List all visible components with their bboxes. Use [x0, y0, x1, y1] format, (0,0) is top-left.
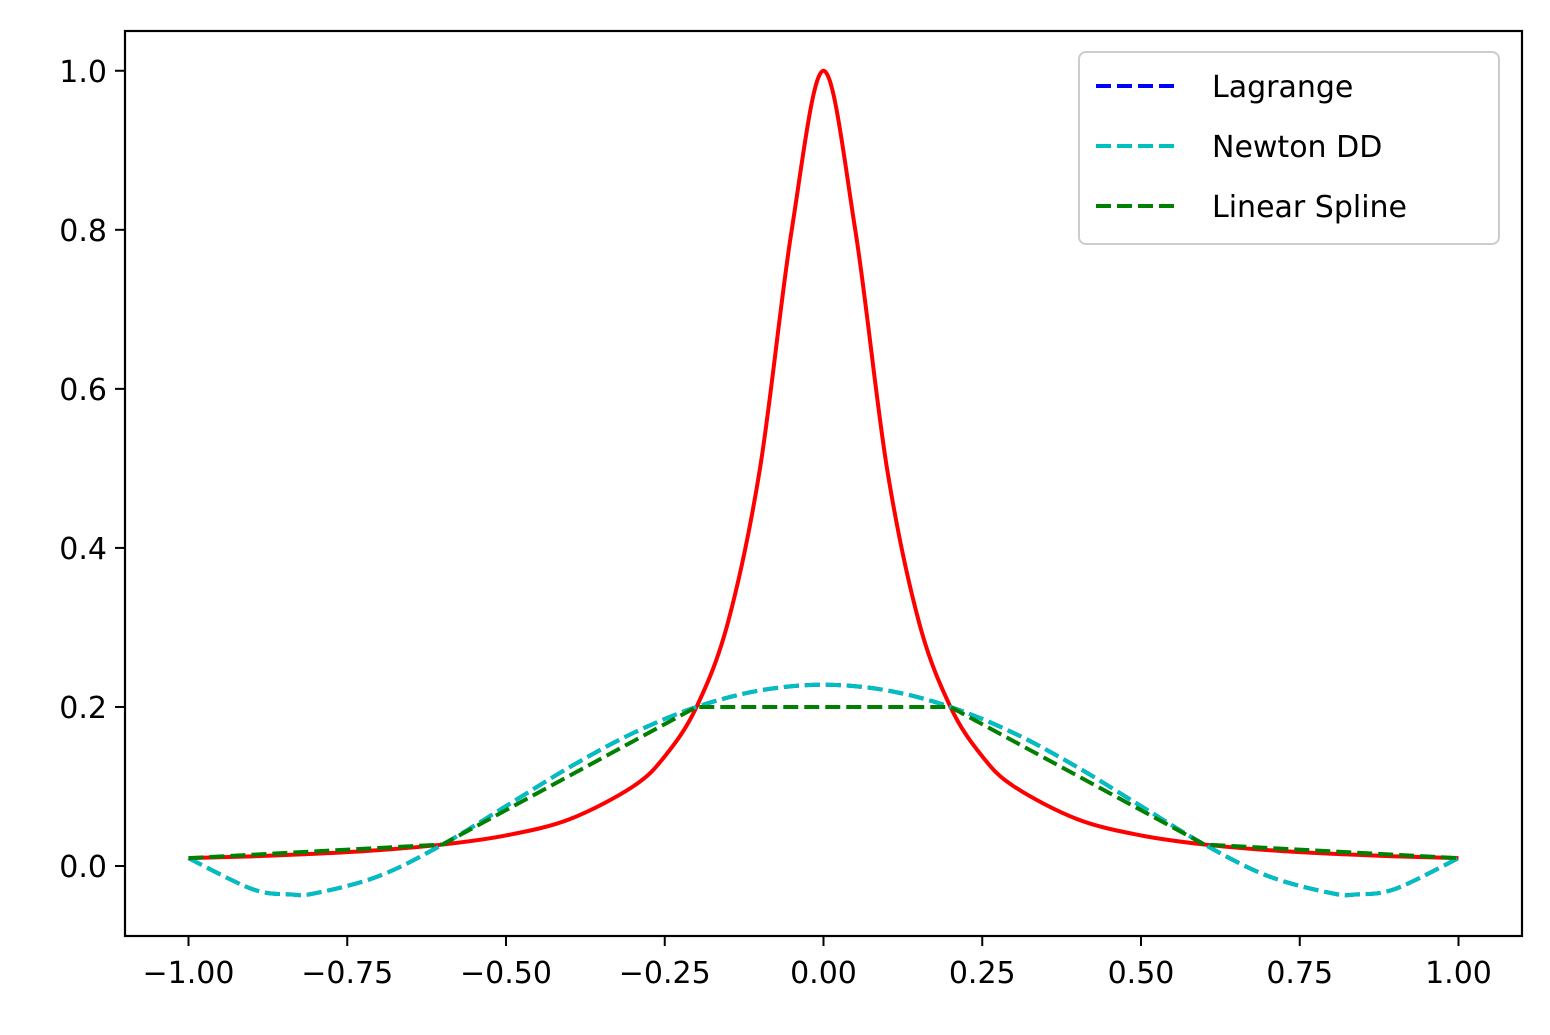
legend-item-linear-spline: Linear Spline: [1096, 190, 1407, 225]
legend-item-newton-dd: Newton DD: [1096, 130, 1382, 165]
x-tick-label: 1.00: [1425, 956, 1492, 991]
series-line-lagrange: [187, 682, 1460, 898]
legend-label: Newton DD: [1212, 130, 1382, 165]
x-tick-label: 0.50: [1108, 956, 1175, 991]
legend-box: [1078, 51, 1500, 245]
x-axis: −1.00 −0.75 −0.50 −0.25 0.00 0.25 0.50 0.75 1.00: [143, 936, 1492, 991]
x-tick-label: 0.25: [949, 956, 1016, 991]
legend-label: Linear Spline: [1212, 190, 1407, 225]
x-tick-label: −0.25: [619, 956, 711, 991]
y-axis: 0.0 0.2 0.4 0.6 0.8 1.0: [59, 55, 125, 885]
series-line-function: [188, 68, 1459, 861]
legend-item-lagrange: Lagrange: [1096, 70, 1353, 105]
series-line-linear-spline: [188, 704, 1459, 861]
x-tick-label: 0.00: [790, 956, 857, 991]
y-tick-label: 1.0: [59, 55, 107, 90]
x-tick-label: 0.75: [1266, 956, 1333, 991]
y-tick-label: 0.2: [59, 691, 107, 726]
x-tick-label: −0.50: [460, 956, 552, 991]
y-tick-label: 0.8: [59, 214, 107, 249]
y-tick-label: 0.4: [59, 532, 107, 567]
series-line-newton-dd: [187, 682, 1460, 898]
legend: Lagrange Newton DD Linear Spline: [1078, 51, 1500, 245]
y-tick-label: 0.6: [59, 373, 107, 408]
y-tick-label: 0.0: [59, 850, 107, 885]
series-layer: [187, 68, 1460, 898]
x-tick-label: −0.75: [301, 956, 393, 991]
x-tick-label: −1.00: [143, 956, 235, 991]
legend-label: Lagrange: [1212, 70, 1353, 105]
